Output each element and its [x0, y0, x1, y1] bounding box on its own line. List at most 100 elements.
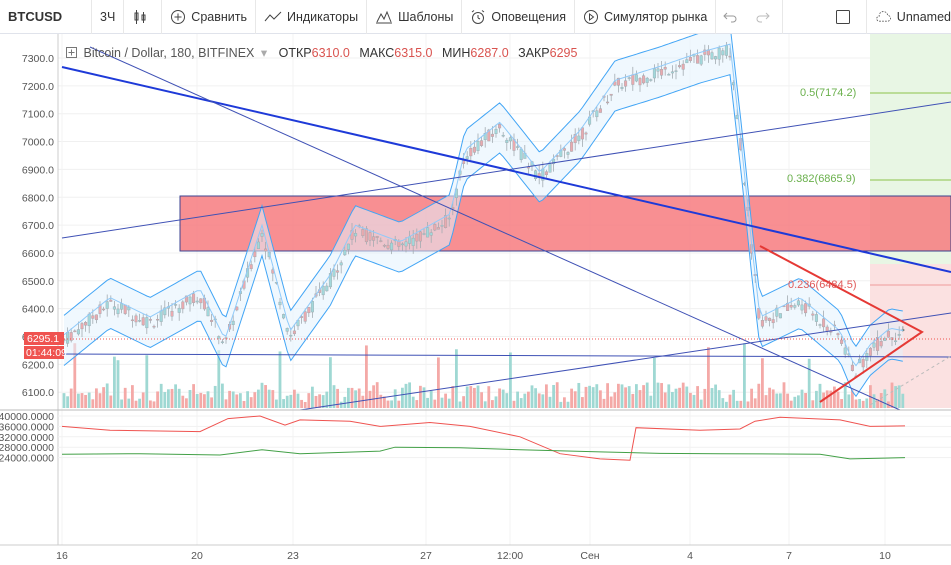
fullscreen-button[interactable] [825, 0, 867, 34]
volume-bar [314, 395, 318, 408]
alerts-button[interactable]: Оповещения [462, 0, 575, 34]
volume-bar [707, 347, 710, 408]
volume-bar [811, 400, 815, 408]
indicator-tick: 24000.0000 [0, 453, 54, 465]
volume-bar [177, 388, 181, 408]
volume-bar [854, 399, 858, 408]
low-label: МИН [441, 46, 471, 60]
horizontal-level [57, 353, 951, 358]
volume-bar [710, 388, 714, 408]
time-tick: 12:00 [497, 550, 523, 562]
volume-bar [242, 400, 246, 408]
chart-style-button[interactable] [124, 0, 163, 34]
volume-bar [116, 360, 120, 408]
templates-label: Шаблоны [398, 9, 454, 24]
interval-button[interactable]: 3Ч [92, 0, 125, 34]
fib-label-0382: 0.382(6865.9) [787, 173, 856, 185]
volume-bar [631, 393, 635, 408]
volume-bar [545, 384, 548, 408]
volume-bar [750, 388, 753, 408]
indicator-axis-labels: 40000.000036000.000032000.000028000.0000… [0, 411, 951, 465]
templates-button[interactable]: Шаблоны [367, 0, 463, 34]
volume-bar [714, 384, 717, 408]
volume-bar [102, 387, 105, 408]
volume-bar [483, 401, 487, 408]
volume-bar [109, 395, 113, 408]
close-value: 6295 [549, 46, 578, 60]
volume-bar [793, 396, 797, 408]
volume-bar [203, 394, 206, 408]
time-tick: 7 [786, 550, 792, 562]
volume-bar [552, 384, 555, 408]
volume-bar [609, 396, 613, 408]
price-chart[interactable]: 7300.0 7200.0 7100.0 7000.0 6900.0 6800.0 6700… [0, 34, 951, 565]
indicators-button[interactable]: Индикаторы [256, 0, 368, 34]
indicator-tick: 28000.0000 [0, 442, 54, 454]
interval-label: 3Ч [100, 9, 116, 24]
price-tick: 7000.0 [22, 137, 54, 149]
volume-bar [681, 382, 685, 408]
volume-bar [217, 350, 221, 408]
volume-bar [851, 389, 854, 408]
replay-icon [584, 9, 598, 24]
volume-bar [170, 388, 174, 408]
volume-bar [465, 386, 469, 408]
lower-band [63, 74, 903, 398]
volume-bar [689, 392, 692, 408]
volume-bar [95, 388, 98, 408]
volume-bar [318, 394, 321, 408]
cloud-icon [876, 10, 891, 22]
compare-button[interactable]: Сравнить [162, 0, 256, 34]
layout-save-button[interactable]: Unnamed [867, 0, 951, 34]
volume-bar [753, 398, 757, 408]
volume-bar [401, 387, 404, 408]
volume-bar [876, 399, 879, 408]
volume-bar [120, 399, 123, 408]
undo-button[interactable] [716, 0, 749, 34]
volume-bar [422, 387, 426, 408]
volume-bar [627, 386, 631, 408]
triangle-pattern [759, 245, 924, 403]
volume-bar [325, 391, 329, 408]
volume-bar [62, 393, 66, 408]
volume-bar [213, 385, 217, 408]
volume-bar [361, 395, 365, 408]
volume-bar [516, 391, 519, 408]
volume-bar [771, 389, 775, 408]
volume-bar [476, 385, 480, 408]
open-label: ОТКР [278, 46, 312, 60]
volume-bar [617, 383, 620, 408]
volume-bar [462, 396, 465, 408]
volume-bar [487, 386, 491, 408]
indicator-line-green [61, 446, 906, 460]
volume-bar [566, 401, 570, 408]
trendline-support [299, 312, 951, 411]
volume-bar [599, 390, 602, 408]
volume-bar [379, 394, 383, 408]
collapse-icon[interactable] [66, 47, 77, 58]
volume-bar [350, 387, 354, 408]
volume-bar [764, 395, 768, 408]
symbol-search[interactable]: BTCUSD [0, 0, 92, 34]
volume-bar [451, 386, 455, 408]
volume-bar [577, 382, 581, 408]
alarm-clock-icon [472, 9, 485, 24]
price-tick: 6100.0 [22, 387, 54, 399]
compare-label: Сравнить [191, 9, 247, 24]
redo-icon [756, 12, 770, 22]
volume-bar [404, 383, 408, 408]
open-value: 6310.0 [311, 46, 350, 60]
volume-bar [581, 397, 584, 408]
fib-label-0236: 0.236(6484.5) [788, 279, 857, 291]
volume-bar [890, 382, 894, 408]
simulator-button[interactable]: Симулятор рынка [575, 0, 717, 34]
volume-bar [174, 384, 177, 408]
volume-bar [663, 392, 667, 408]
volume-bar [800, 389, 804, 408]
volume-bar [519, 398, 523, 408]
time-tick: 20 [191, 550, 203, 562]
volume-bar [264, 385, 267, 408]
volume-bar [221, 383, 224, 408]
redo-button[interactable] [749, 0, 784, 34]
square-icon [836, 9, 850, 24]
